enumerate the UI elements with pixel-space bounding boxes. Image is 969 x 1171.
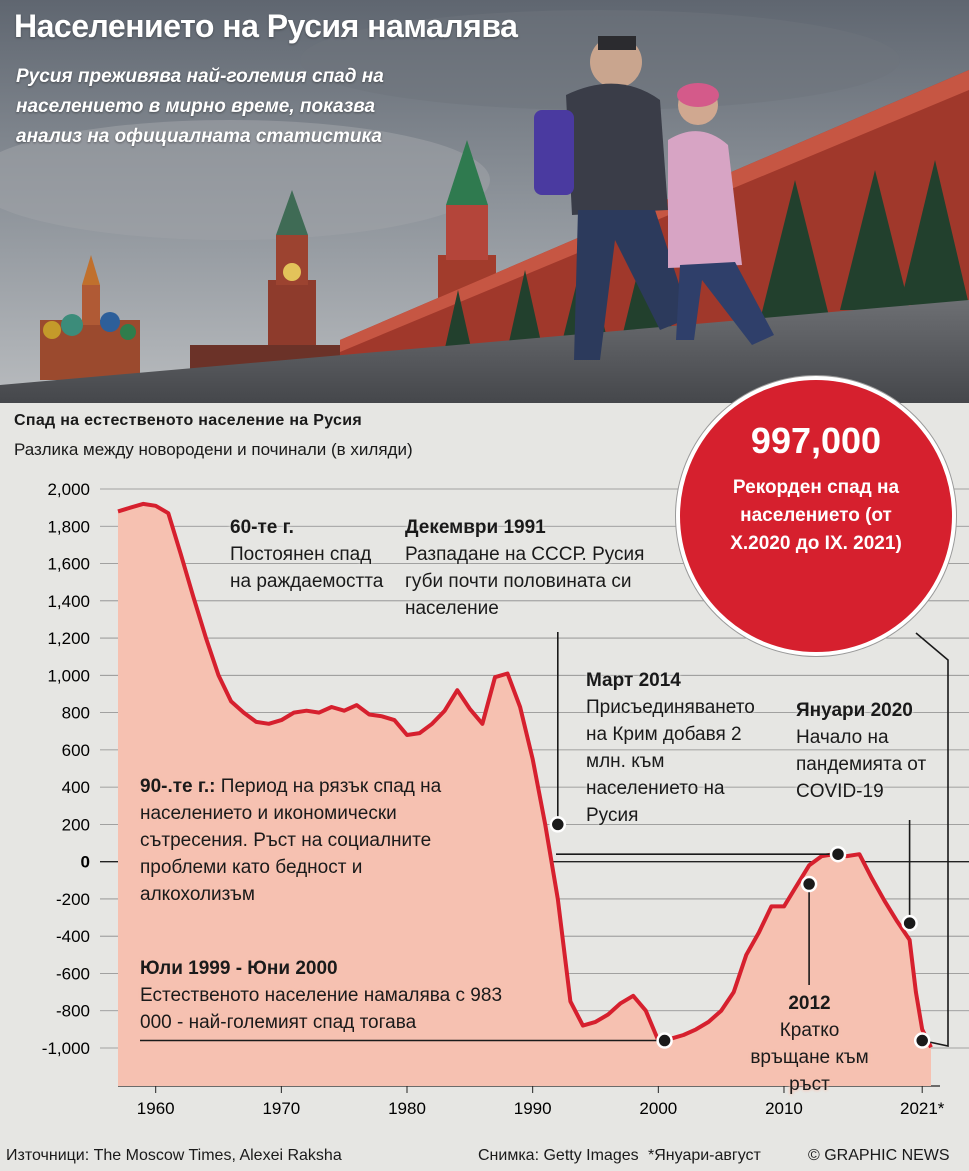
data-marker bbox=[549, 816, 567, 833]
x-tick-label: 2021* bbox=[900, 1099, 945, 1118]
chart-markers bbox=[549, 816, 931, 1049]
annotation-text: Присъединяването на Крим добавя 2 млн. к… bbox=[586, 697, 755, 826]
y-tick-label: 200 bbox=[62, 815, 90, 834]
footer: Източници: The Moscow Times, Alexei Raks… bbox=[0, 1141, 969, 1171]
footer-photo-credit: Снимка: Getty Images bbox=[478, 1147, 639, 1164]
x-tick-label: 2010 bbox=[765, 1099, 803, 1118]
y-tick-label: 1,800 bbox=[47, 517, 90, 536]
page-title: Населението на Русия намалява bbox=[14, 8, 518, 44]
y-tick-label: -200 bbox=[56, 890, 90, 909]
y-tick-label: 1,000 bbox=[47, 666, 90, 685]
annotation-text: Естественото население намалява с 983 00… bbox=[140, 985, 503, 1033]
y-tick-label: -800 bbox=[56, 1002, 90, 1021]
annotation-title: 60-те г. bbox=[230, 517, 294, 538]
footer-sources: Източници: The Moscow Times, Alexei Raks… bbox=[6, 1147, 342, 1164]
y-tick-label: 600 bbox=[62, 741, 90, 760]
footer-note: *Януари-август bbox=[648, 1147, 761, 1164]
annotation-jan-2020: Януари 2020 Начало на пандемията от COVI… bbox=[796, 697, 931, 805]
y-tick-label: 1,600 bbox=[47, 555, 90, 574]
record-description: Рекорден спад на населението (от X.2020 … bbox=[730, 477, 902, 554]
x-tick-label: 1990 bbox=[514, 1099, 552, 1118]
data-marker bbox=[656, 1032, 673, 1049]
data-marker bbox=[829, 845, 847, 863]
annotation-title: Декември 1991 bbox=[405, 517, 546, 538]
annotation-jul-1999: Юли 1999 - Юни 2000 Естественото населен… bbox=[140, 955, 510, 1036]
annotation-title: 90-.те г.: bbox=[140, 776, 216, 797]
chart-title: Спад на естественото население на Русия bbox=[14, 412, 362, 429]
annotation-leader-lines bbox=[140, 632, 949, 1047]
x-axis-ticks: 1960 1970 1980 1990 2000 2010 2021* bbox=[137, 1086, 945, 1118]
decline-area bbox=[118, 503, 931, 1086]
annotation-mar-2014: Март 2014 Присъединяването на Крим добав… bbox=[586, 667, 776, 829]
record-decline-badge: 997,000 Рекорден спад на населението (от… bbox=[676, 376, 956, 656]
page-subtitle: Русия преживява най-големия спад на насе… bbox=[16, 66, 384, 147]
data-marker bbox=[901, 914, 918, 932]
x-tick-label: 1970 bbox=[262, 1099, 300, 1118]
annotation-sixties: 60-те г. Постоянен спад на раждаемостта bbox=[230, 514, 390, 595]
annotation-title: Юли 1999 - Юни 2000 bbox=[140, 958, 338, 979]
y-tick-label: -1,000 bbox=[42, 1039, 90, 1058]
data-marker bbox=[913, 1032, 931, 1049]
fir-trees bbox=[440, 160, 969, 370]
cathedral-silhouette bbox=[40, 255, 140, 380]
x-tick-label: 1980 bbox=[388, 1099, 426, 1118]
header-photo: Населението на Русия намалява Русия преж… bbox=[0, 0, 969, 403]
y-tick-label: -400 bbox=[56, 927, 90, 946]
chart-subtitle: Разлика между новородени и починали (в х… bbox=[14, 440, 413, 459]
y-tick-label: 2,000 bbox=[47, 480, 90, 499]
annotation-text: Кратко връщане към ръст bbox=[750, 1020, 869, 1095]
annotation-text: Разпадане на СССР. Русия губи почти поло… bbox=[405, 544, 645, 619]
annotation-2012: 2012 Кратко връщане към ръст bbox=[742, 990, 877, 1098]
y-tick-label: 1,200 bbox=[47, 629, 90, 648]
annotation-text: Постоянен спад на раждаемостта bbox=[230, 544, 384, 592]
y-tick-label: 1,400 bbox=[47, 592, 90, 611]
annotation-title: 2012 bbox=[788, 993, 831, 1014]
y-tick-label: 0 bbox=[81, 853, 90, 872]
annotation-title: Март 2014 bbox=[586, 670, 681, 691]
decline-line bbox=[117, 501, 933, 1049]
annotation-text: Начало на пандемията от COVID-19 bbox=[796, 727, 927, 802]
x-tick-label: 1960 bbox=[137, 1099, 175, 1118]
leader-line bbox=[915, 632, 949, 1047]
y-tick-label: 800 bbox=[62, 704, 90, 723]
y-tick-label: 400 bbox=[62, 778, 90, 797]
data-marker bbox=[800, 875, 818, 893]
annotation-title: Януари 2020 bbox=[796, 700, 913, 721]
record-value: 997,000 bbox=[750, 420, 882, 461]
people-walking bbox=[534, 36, 774, 360]
annotation-nineties: 90-.те г.: Период на рязък спад на насел… bbox=[140, 773, 450, 908]
footer-copyright: © GRAPHIC NEWS bbox=[808, 1147, 950, 1164]
annotation-dec-1991: Декември 1991 Разпадане на СССР. Русия г… bbox=[405, 514, 675, 622]
red-square-photo-illustration bbox=[0, 0, 969, 403]
x-tick-label: 2000 bbox=[639, 1099, 677, 1118]
annotation-text: Период на рязък спад на населението и ик… bbox=[140, 776, 442, 905]
y-axis-ticks: 2,000 1,800 1,600 1,400 1,200 1,000 800 600 400 2… bbox=[42, 480, 90, 1058]
y-tick-label: -600 bbox=[56, 964, 90, 983]
